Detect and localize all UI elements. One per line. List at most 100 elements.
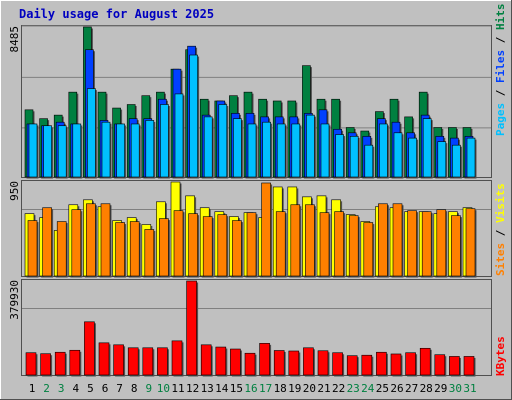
- bar-sites: [27, 220, 38, 277]
- bar-sites: [232, 220, 242, 277]
- day-label: 22: [332, 382, 345, 395]
- bar-sites: [275, 211, 286, 277]
- legend-top: Pages / Files / Hits: [494, 4, 507, 137]
- bar-sites: [392, 203, 403, 277]
- day-label: 6: [102, 382, 109, 395]
- bar-sites: [451, 215, 461, 277]
- legend-separator: /: [494, 30, 507, 50]
- legend-pages: Pages: [494, 103, 507, 136]
- bar-kbytes: [157, 347, 168, 376]
- bar-sites: [115, 222, 125, 277]
- bar-sites: [129, 221, 140, 277]
- bar-kbytes: [405, 352, 416, 376]
- bar-pages: [174, 93, 184, 178]
- legend-separator: /: [494, 83, 507, 103]
- bar-sites: [319, 212, 330, 277]
- bar-pages: [408, 137, 417, 178]
- day-label: 11: [171, 382, 184, 395]
- day-label: 25: [376, 382, 389, 395]
- bar-pages: [247, 123, 257, 178]
- day-label: 8: [131, 382, 138, 395]
- bar-kbytes: [200, 344, 212, 376]
- bar-sites: [100, 203, 111, 277]
- bar-kbytes: [84, 321, 95, 376]
- bar-kbytes: [288, 350, 300, 376]
- legend-hits: Hits: [494, 4, 507, 31]
- bar-pages: [116, 123, 125, 178]
- bar-pages: [422, 118, 432, 178]
- bar-pages: [335, 134, 344, 178]
- bar-sites: [159, 218, 169, 277]
- bar-kbytes: [127, 347, 139, 376]
- bar-sites: [363, 222, 374, 277]
- bar-kbytes: [376, 351, 387, 376]
- bar-kbytes: [332, 352, 343, 376]
- day-label: 10: [157, 382, 170, 395]
- middle-panel-max-label: 950: [8, 181, 21, 201]
- bar-pages: [87, 88, 96, 178]
- legend-middle: Sites / Visits: [494, 183, 507, 276]
- bar-pages: [393, 132, 403, 178]
- bar-kbytes: [186, 280, 197, 376]
- legend-files: Files: [494, 50, 507, 83]
- bar-pages: [364, 144, 374, 178]
- bar-pages: [262, 121, 271, 178]
- day-label: 17: [259, 382, 272, 395]
- bar-kbytes: [273, 350, 285, 376]
- bar-kbytes: [98, 342, 110, 376]
- x-axis-day-labels: 1 2 3 4 5 6 7 8 9 10 11 12 13 14 15 16 17 18 19 20 21 22 23 24 2…: [29, 382, 477, 395]
- legend-sites: Sites: [494, 243, 507, 276]
- bar-sites: [56, 221, 67, 277]
- bar-pages: [276, 123, 286, 178]
- bar-sites: [261, 182, 271, 277]
- bar-sites: [188, 213, 198, 277]
- bar-pages: [306, 114, 315, 178]
- day-label: 1: [29, 382, 36, 395]
- bar-kbytes: [346, 355, 358, 376]
- day-label: 9: [145, 382, 152, 395]
- day-label: 4: [72, 382, 79, 395]
- bar-kbytes: [215, 346, 227, 376]
- day-label: 7: [116, 382, 123, 395]
- bar-kbytes: [142, 347, 154, 376]
- bar-pages: [189, 54, 198, 178]
- day-label: 12: [186, 382, 199, 395]
- day-label: 13: [201, 382, 214, 395]
- bar-sites: [465, 208, 476, 277]
- bar-sites: [348, 215, 359, 277]
- bar-sites: [42, 207, 52, 277]
- bar-pages: [101, 121, 111, 178]
- day-label: 16: [244, 382, 257, 395]
- bar-pages: [57, 125, 67, 178]
- bar-kbytes: [113, 344, 124, 376]
- bar-sites: [71, 209, 82, 277]
- bar-kbytes: [244, 352, 256, 376]
- day-label: 30: [449, 382, 462, 395]
- legend-visits: Visits: [494, 183, 507, 223]
- bar-kbytes: [434, 354, 446, 376]
- day-label: 21: [317, 382, 330, 395]
- legend-separator: /: [494, 223, 507, 243]
- day-label: 5: [87, 382, 94, 395]
- bar-pages: [437, 141, 447, 178]
- bar-kbytes: [317, 350, 329, 376]
- bar-pages: [233, 118, 242, 178]
- bar-sites: [305, 204, 315, 277]
- bar-pages: [160, 104, 169, 178]
- bar-sites: [407, 210, 417, 277]
- bar-sites: [144, 229, 155, 277]
- day-label: 20: [303, 382, 316, 395]
- bar-pages: [349, 136, 359, 178]
- bars-kbytes: [25, 280, 476, 377]
- day-label: 3: [58, 382, 65, 395]
- bar-pages: [28, 123, 38, 178]
- bar-kbytes: [361, 354, 373, 376]
- bar-kbytes: [25, 352, 37, 376]
- bar-sites: [378, 203, 388, 277]
- bar-kbytes: [303, 347, 314, 376]
- day-label: 14: [215, 382, 229, 395]
- chart-title: Daily usage for August 2025: [19, 7, 214, 21]
- bar-pages: [203, 116, 213, 178]
